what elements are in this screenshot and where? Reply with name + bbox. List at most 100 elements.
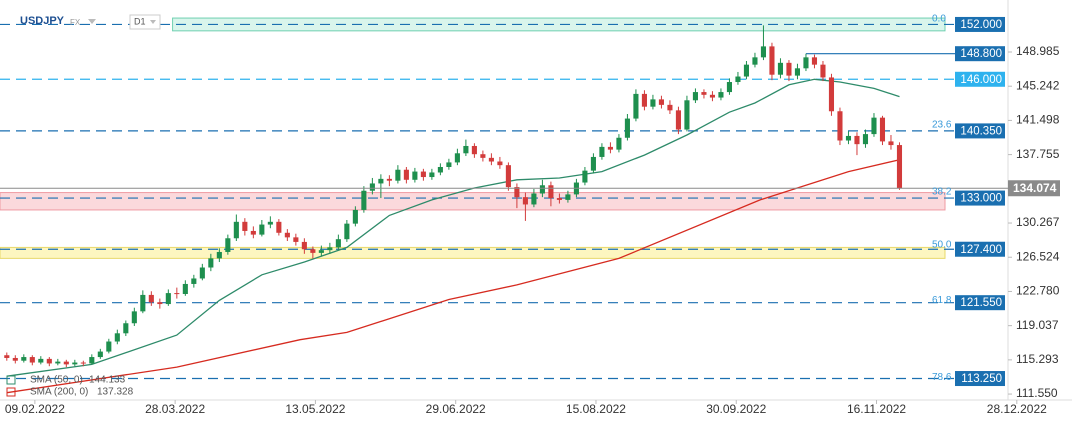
- candle-body: [607, 146, 613, 150]
- y-tick-label: 111.550: [1016, 386, 1058, 400]
- candle-body: [854, 135, 860, 145]
- fib-label: 0.0: [932, 14, 946, 25]
- candle-body: [131, 311, 137, 324]
- interval[interactable]: D1: [134, 16, 146, 26]
- candle-body: [786, 62, 792, 76]
- candle-body: [633, 93, 639, 119]
- dropdown-icon[interactable]: [150, 20, 156, 24]
- candle-body: [531, 193, 537, 205]
- candle-body: [72, 362, 78, 365]
- level-label: 127.400: [960, 244, 1002, 256]
- candle-body: [888, 141, 894, 146]
- level-label-box: [955, 71, 1005, 87]
- candle-body: [361, 190, 367, 210]
- last-price-label: 134.074: [1013, 181, 1057, 195]
- candle-body: [344, 223, 350, 240]
- candle-body: [165, 293, 171, 305]
- interval-box[interactable]: [129, 14, 161, 30]
- candle-body: [276, 221, 282, 233]
- candle-body: [480, 154, 486, 158]
- candle-body: [21, 357, 27, 361]
- fib-label: 78.6: [932, 372, 952, 383]
- plot: [0, 17, 1008, 394]
- y-tick-label: 148.985: [1016, 44, 1060, 58]
- candle-body: [752, 57, 758, 65]
- level-label: 121.550: [960, 297, 1002, 309]
- candle-body: [225, 238, 231, 252]
- candle-body: [811, 57, 818, 65]
- x-tick-label: 13.05.2022: [285, 402, 345, 416]
- candle-body: [463, 145, 469, 154]
- candle-body: [828, 77, 835, 112]
- candle-body: [692, 92, 698, 101]
- fib-label: 38.2: [932, 186, 952, 197]
- candle-body: [301, 241, 307, 250]
- candle-body: [497, 161, 503, 166]
- legend-swatch: [6, 375, 16, 385]
- level-label-box: [955, 241, 1005, 257]
- candle-body: [208, 258, 214, 268]
- candle-body: [63, 361, 69, 365]
- candle-body: [250, 230, 256, 235]
- candle-body: [191, 278, 197, 284]
- candle-body: [879, 117, 886, 142]
- sma-line: [6, 159, 900, 394]
- candle-body: [4, 355, 10, 358]
- level-label: 140.350: [960, 125, 1002, 137]
- candle-body: [327, 247, 333, 251]
- candle-body: [89, 357, 95, 364]
- last-price-box: [1008, 180, 1060, 197]
- candle-body: [38, 358, 44, 363]
- candle-body: [709, 94, 715, 98]
- candle-body: [522, 197, 528, 205]
- candle-body: [242, 221, 248, 231]
- candle-body: [182, 283, 188, 295]
- candle-body: [174, 293, 180, 295]
- legend-name: SMA (200, 0): [30, 387, 88, 398]
- candle-body: [284, 232, 290, 238]
- candle-body: [684, 100, 690, 130]
- level-label: 146.000: [960, 74, 1002, 86]
- candle-body: [378, 178, 384, 184]
- y-tick-label: 141.498: [1016, 113, 1060, 127]
- candle-body: [794, 68, 801, 76]
- fib-label: 50.0: [932, 239, 952, 250]
- candle-body: [718, 92, 724, 98]
- candle-body: [514, 187, 520, 198]
- candle-body: [267, 221, 273, 225]
- candle-body: [599, 146, 605, 157]
- candle-body: [97, 351, 103, 358]
- dropdown-icon[interactable]: [88, 19, 96, 24]
- candle-body: [318, 250, 324, 253]
- level-label-box: [955, 123, 1005, 139]
- candle-body: [403, 169, 409, 180]
- candle-body: [259, 224, 265, 235]
- candle-body: [582, 170, 588, 183]
- candle-body: [735, 76, 741, 83]
- candle-body: [12, 357, 18, 361]
- candle-body: [123, 323, 129, 334]
- candle-body: [369, 183, 375, 191]
- candle-body: [896, 145, 903, 189]
- candle-body: [429, 172, 435, 178]
- candle-body: [471, 145, 477, 155]
- candle-body: [862, 134, 869, 145]
- candle-body: [803, 57, 809, 69]
- candle-body: [395, 169, 401, 181]
- candle-body: [106, 341, 112, 352]
- candle-body: [726, 82, 732, 93]
- candle-body: [310, 249, 316, 253]
- y-tick-label: 122.780: [1016, 284, 1060, 298]
- y-tick-label: 126.524: [1016, 249, 1060, 263]
- symbol[interactable]: USDJPY: [20, 15, 65, 27]
- zone: [0, 246, 946, 259]
- candle-body: [616, 137, 622, 150]
- legend-name: SMA (50, 0): [30, 375, 83, 386]
- x-tick-label: 15.08.2022: [566, 402, 626, 416]
- level-label: 148.800: [960, 48, 1002, 60]
- y-tick-label: 119.037: [1016, 318, 1059, 332]
- candle-body: [769, 46, 775, 75]
- candle-body: [701, 92, 707, 95]
- candle-body: [420, 171, 426, 178]
